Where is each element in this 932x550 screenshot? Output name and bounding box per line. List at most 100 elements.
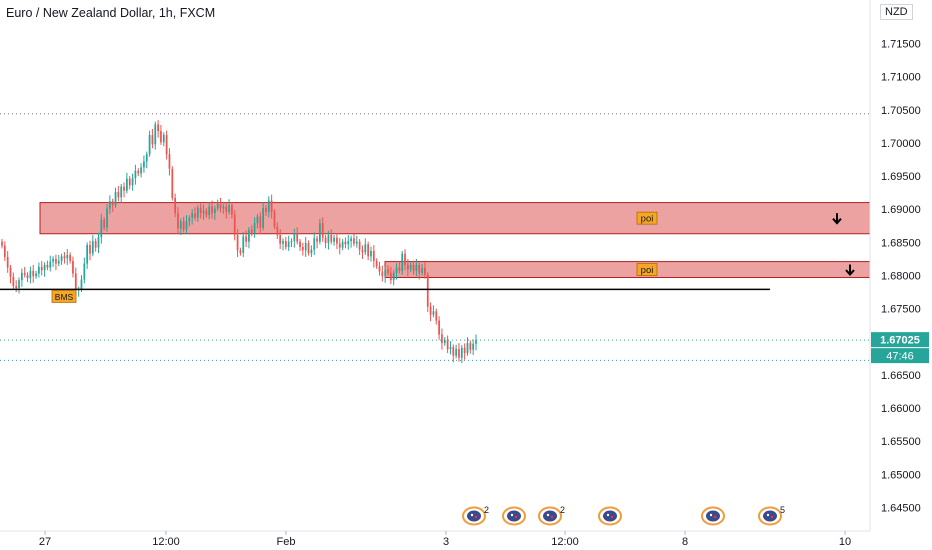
candle-body (389, 272, 392, 281)
candle (100, 213, 103, 244)
candle (265, 205, 267, 216)
economic-event-badge[interactable]: 2 (462, 505, 489, 526)
flag-icon (763, 510, 777, 522)
candle (46, 260, 49, 271)
y-tick-label: 1.70500 (881, 105, 921, 117)
candle-body (310, 249, 313, 253)
candle-body (72, 260, 74, 274)
economic-event-badge[interactable] (598, 506, 622, 526)
candle (225, 202, 228, 219)
candle-body (196, 207, 199, 218)
candle-body (469, 343, 472, 350)
candle (111, 198, 114, 212)
candle-body (177, 213, 179, 229)
candle-body (126, 178, 128, 191)
candle (361, 245, 364, 259)
candle-body (466, 343, 469, 354)
economic-event-badge[interactable] (701, 506, 725, 526)
candle-body (358, 241, 361, 250)
candle-body (313, 238, 316, 250)
economic-event-badge[interactable]: 5 (758, 505, 785, 526)
candle (72, 256, 74, 278)
candle (324, 235, 327, 249)
candle (293, 228, 296, 248)
y-tick-label: 1.66500 (881, 370, 921, 382)
candle (338, 237, 341, 255)
economic-event-badge[interactable]: 2 (538, 505, 565, 526)
candle (449, 341, 452, 355)
candle (40, 260, 43, 276)
candle (262, 201, 265, 231)
candle-body (239, 250, 242, 253)
candle-body (336, 237, 338, 244)
flag-icon-star (709, 513, 713, 517)
candle (20, 268, 23, 287)
candle-body (148, 134, 151, 155)
flag-icon-star (606, 513, 610, 517)
poi-zone[interactable] (39, 202, 871, 235)
candle (276, 222, 279, 240)
candle (77, 286, 80, 297)
candle (319, 218, 321, 245)
candle (165, 130, 168, 160)
candle-body (154, 124, 157, 145)
flag-icon (467, 510, 481, 522)
candle-body (327, 235, 330, 244)
candle (443, 337, 446, 346)
candle (117, 186, 120, 202)
candle-body (353, 238, 355, 244)
candle-body (143, 161, 145, 168)
candle (145, 151, 148, 169)
candle (316, 235, 318, 249)
candle (89, 240, 91, 261)
candle-body (106, 208, 108, 228)
candle (259, 212, 262, 235)
candle-body (157, 124, 159, 131)
candle (375, 258, 378, 269)
candle (347, 235, 350, 250)
candle (426, 272, 429, 312)
candle (452, 344, 455, 363)
flag-icon (507, 510, 521, 522)
candle-body (185, 221, 188, 230)
currency-scale-label[interactable]: NZD (880, 4, 913, 20)
candle (182, 216, 185, 233)
candle-body (449, 347, 452, 350)
candle (1, 239, 3, 249)
candle (301, 242, 304, 256)
candle-body (216, 203, 219, 209)
candle-body (46, 264, 49, 268)
candle-body (321, 223, 324, 238)
poi-zone[interactable] (384, 261, 871, 278)
candle (256, 213, 259, 229)
flag-icon-star (514, 515, 518, 519)
economic-event-badge[interactable] (502, 506, 526, 526)
candle (250, 225, 253, 237)
candle (242, 232, 245, 257)
candle-body (12, 276, 15, 287)
candle-body (120, 186, 123, 198)
candle (52, 256, 54, 267)
candle (469, 340, 472, 354)
chart-title: Euro / New Zealand Dollar, 1h, FXCM (6, 6, 216, 20)
candle (205, 207, 208, 218)
candle-body (253, 223, 256, 234)
candle-body (162, 134, 165, 143)
candle-body (9, 267, 12, 277)
candle (6, 250, 9, 273)
candle-body (108, 201, 111, 209)
candle-body (333, 237, 335, 242)
candle-body (367, 244, 370, 257)
candle (389, 266, 392, 285)
candle (307, 240, 310, 256)
candle-body (18, 280, 20, 289)
candle-body (384, 269, 387, 277)
candle-body (86, 245, 89, 264)
candle (151, 129, 154, 149)
x-tick-label: 10 (839, 536, 851, 548)
candle (208, 202, 211, 220)
candle (126, 172, 128, 194)
countdown-value: 47:46 (886, 351, 914, 363)
y-tick-label: 1.69000 (881, 204, 921, 216)
